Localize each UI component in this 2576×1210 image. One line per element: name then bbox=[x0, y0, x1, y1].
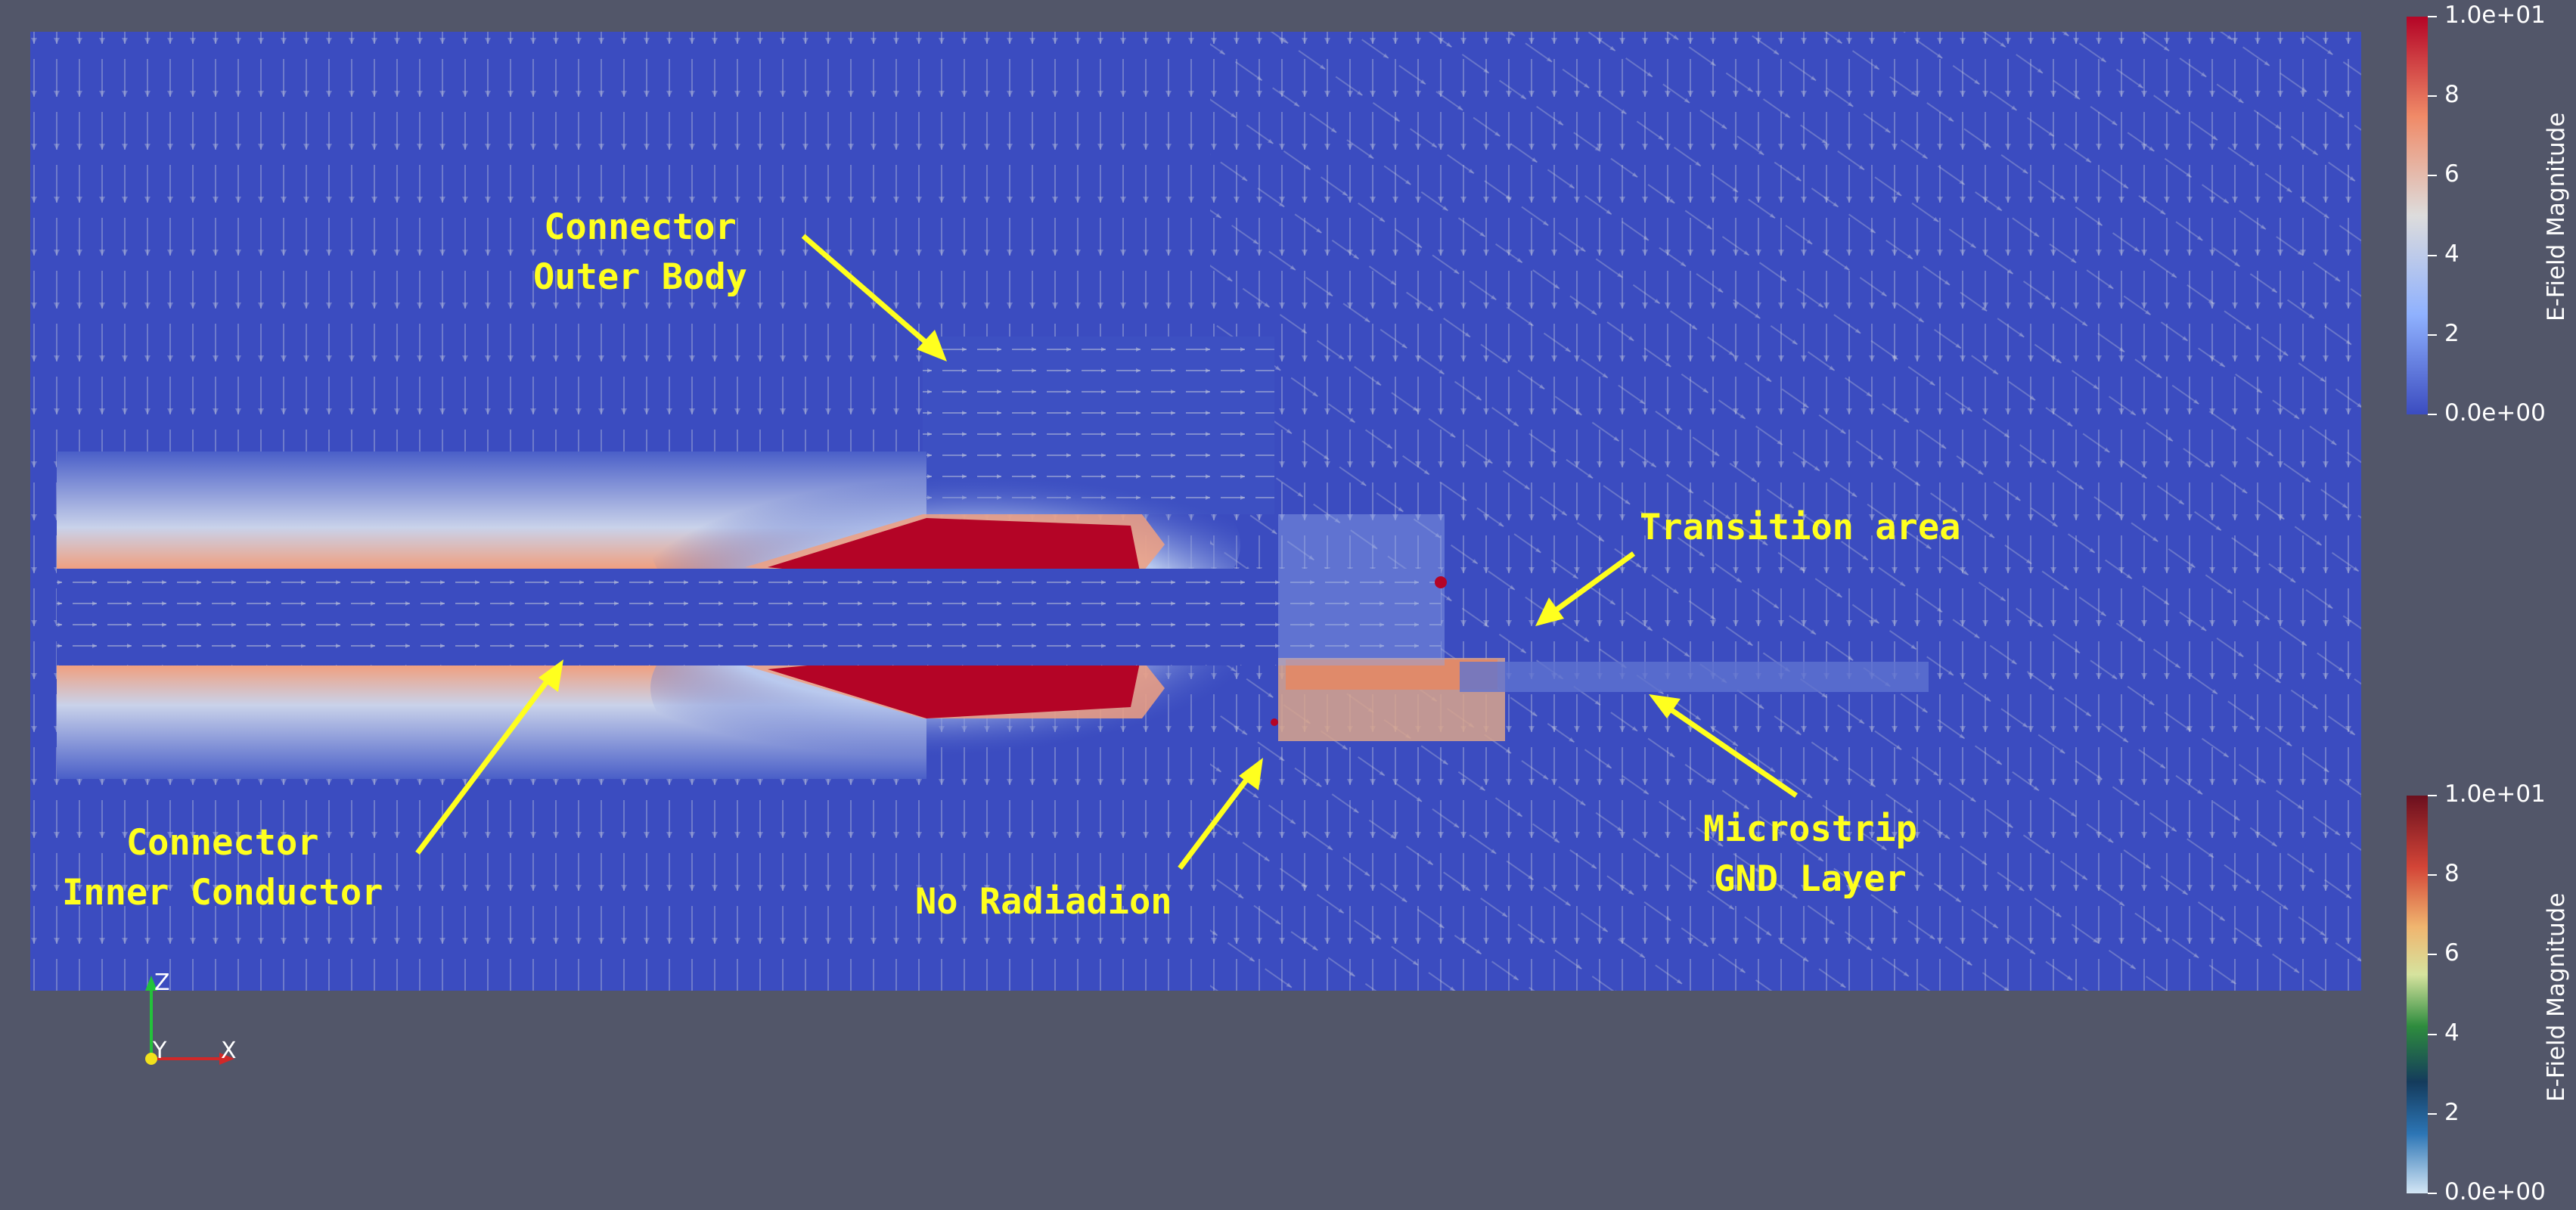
colorbar-bottom-tick-3: 4 bbox=[2444, 1019, 2460, 1047]
annotation-outer-body: Connector Outer Body bbox=[533, 206, 747, 298]
colorbar-top-gradient bbox=[2407, 17, 2428, 414]
colorbar-top-title: E-Field Magnitude bbox=[2543, 112, 2570, 321]
colorbar-bottom-title: E-Field Magnitude bbox=[2543, 892, 2570, 1102]
high-field-zone-upper bbox=[768, 518, 1142, 582]
annotation-inner-conductor: Connector Inner Conductor bbox=[62, 822, 383, 914]
colorbar-top-tick-5: 0.0e+00 bbox=[2444, 399, 2546, 427]
colorbar-top-tick-4: 2 bbox=[2444, 320, 2460, 347]
colorbar-bottom-tick-5: 0.0e+00 bbox=[2444, 1178, 2546, 1205]
colorbar-top-tick-2: 6 bbox=[2444, 160, 2460, 188]
colorbar-bottom-tick-0: 1.0e+01 bbox=[2444, 780, 2546, 808]
colorbar-bottom-tick-1: 8 bbox=[2444, 860, 2460, 887]
microstrip-gnd-layer bbox=[1460, 662, 1929, 692]
axis-y-label: Y bbox=[153, 1038, 167, 1064]
annotation-microstrip-gnd: Microstrip GND Layer bbox=[1703, 808, 1917, 900]
colorbar-bottom-tick-4: 2 bbox=[2444, 1099, 2460, 1126]
colorbar-top-tick-1: 8 bbox=[2444, 81, 2460, 108]
axis-z-label: Z bbox=[154, 970, 170, 996]
axis-x-label: X bbox=[221, 1038, 237, 1064]
colorbar-bottom-tick-2: 6 bbox=[2444, 939, 2460, 966]
colorbar-top-tick-3: 4 bbox=[2444, 240, 2460, 268]
annotation-transition-area: Transition area bbox=[1640, 507, 1961, 548]
colorbar-top-tick-0: 1.0e+01 bbox=[2444, 2, 2546, 29]
high-field-zone-lower bbox=[768, 652, 1142, 718]
colorbar-bottom-gradient bbox=[2407, 796, 2428, 1193]
orientation-axes bbox=[145, 976, 234, 1065]
annotation-no-radiation: No Radiadion bbox=[915, 881, 1172, 923]
